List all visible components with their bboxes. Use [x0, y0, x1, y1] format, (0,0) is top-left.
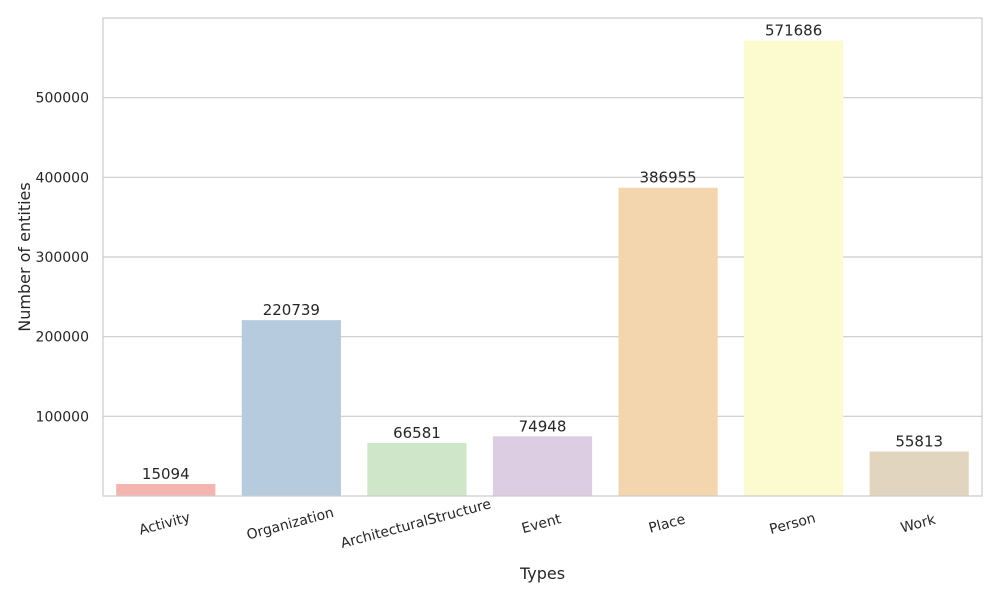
y-axis-title: Number of entities	[15, 182, 34, 331]
bar-value-label: 66581	[393, 424, 441, 442]
bars	[116, 40, 969, 497]
x-tick-label: Organization	[245, 505, 336, 544]
bar-value-label: 15094	[142, 465, 190, 483]
bar-person	[744, 40, 844, 496]
bar-value-label: 220739	[263, 301, 320, 319]
plot-frame	[102, 17, 983, 497]
y-tick-label: 200000	[36, 330, 89, 346]
y-tick-label: 300000	[36, 250, 89, 266]
y-axis-ticks: 100000 200000 300000 400000 500000	[36, 91, 89, 426]
x-tick-label: Person	[768, 510, 818, 538]
gridlines	[103, 97, 982, 417]
x-tick-label: Activity	[137, 510, 192, 539]
x-axis-title: Types	[519, 564, 565, 583]
bar-organization	[241, 320, 341, 496]
bar-event	[492, 436, 593, 496]
x-tick-label: Event	[520, 511, 563, 537]
x-axis-ticks: Activity Organization ArchitecturalStructu…	[137, 496, 938, 552]
bar-work	[869, 451, 969, 496]
bar-value-label: 571686	[765, 22, 822, 40]
x-tick-label: Place	[647, 512, 687, 537]
bar-value-label: 55813	[895, 433, 943, 451]
bar-value-label: 74948	[519, 417, 567, 435]
x-tick-label: ArchitecturalStructure	[339, 496, 493, 552]
x-tick-label: Work	[899, 512, 938, 537]
bar-architecturalstructure	[367, 442, 467, 496]
bar-value-labels: 15094 220739 66581 74948 386955 571686 55813	[142, 22, 943, 483]
y-tick-label: 100000	[36, 409, 89, 425]
bar-activity	[116, 483, 216, 496]
bar-place	[618, 187, 718, 497]
y-tick-label: 400000	[36, 170, 89, 186]
bar-value-label: 386955	[639, 169, 696, 187]
y-tick-label: 500000	[36, 91, 89, 107]
